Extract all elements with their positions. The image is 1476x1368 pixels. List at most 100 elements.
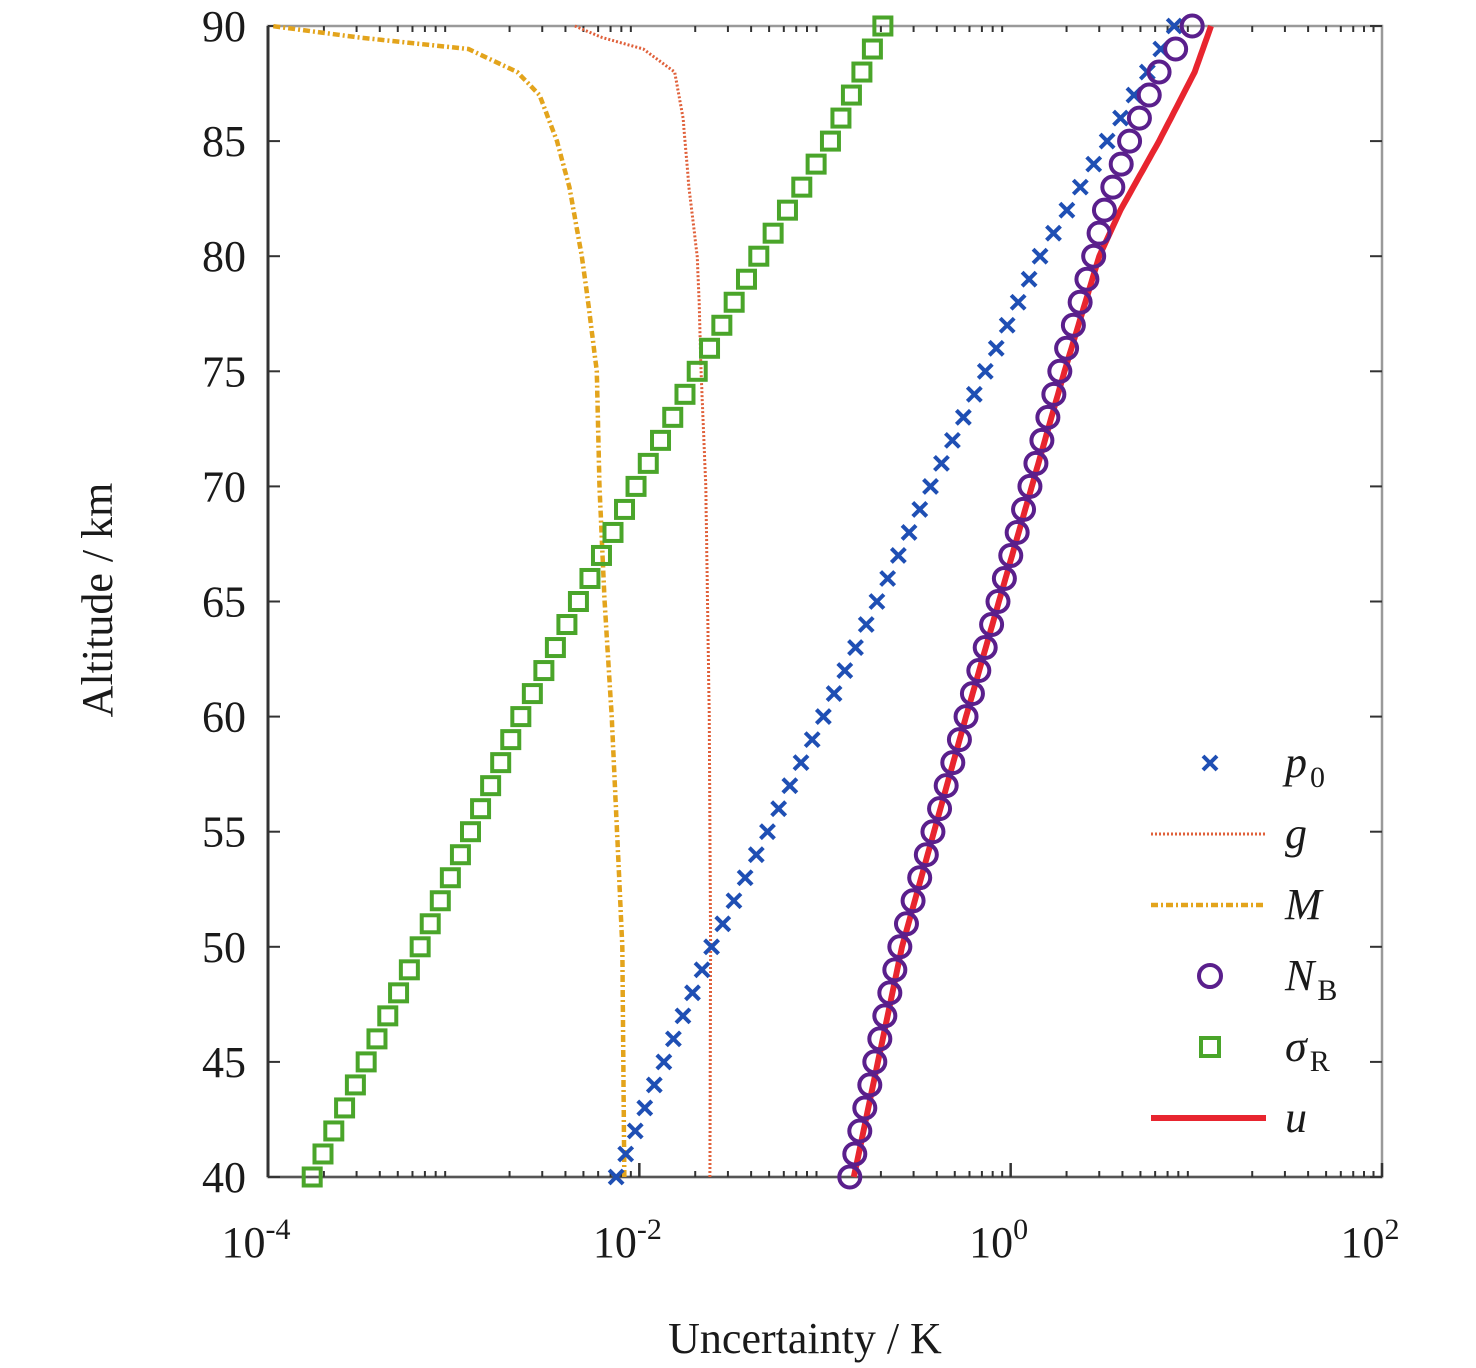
data-point-NB [852, 1095, 878, 1121]
data-point-sigmaR [556, 614, 578, 636]
data-point-p0 [770, 800, 788, 818]
data-point-sigmaR [544, 637, 566, 659]
legend-symbol-p0 [1201, 754, 1219, 772]
data-point-NB [1035, 404, 1061, 430]
legend-label-M: M [1284, 880, 1324, 929]
data-point-NB [1047, 358, 1073, 384]
data-point-p0 [922, 477, 939, 495]
data-point-p0 [943, 431, 961, 449]
data-point-p0 [1112, 109, 1129, 127]
data-point-NB [1054, 335, 1080, 361]
data-point-sigmaR [861, 38, 883, 60]
data-point-sigmaR [470, 798, 492, 820]
data-point-p0 [1058, 201, 1076, 219]
data-point-NB [979, 612, 1005, 638]
data-point-p0 [636, 1099, 654, 1117]
data-point-sigmaR [510, 706, 532, 728]
data-point-NB [1041, 381, 1067, 407]
data-point-sigmaR [480, 775, 502, 797]
data-point-NB [842, 1141, 868, 1167]
data-point-p0 [954, 408, 972, 426]
x-tick-label: 102 [1341, 1213, 1400, 1267]
data-point-sigmaR [614, 498, 636, 520]
data-point-sigmaR [301, 1166, 323, 1188]
y-tick-label: 65 [202, 578, 246, 627]
data-point-p0 [703, 938, 721, 956]
data-point-p0 [889, 547, 907, 564]
data-point-sigmaR [650, 429, 672, 451]
data-point-p0 [1165, 17, 1183, 35]
data-point-NB [867, 1026, 893, 1052]
x-tick-base: 10 [1341, 1218, 1385, 1267]
data-point-NB [927, 796, 953, 822]
data-point-p0 [792, 754, 810, 772]
data-point-NB [877, 980, 903, 1006]
data-point-NB [882, 957, 908, 983]
data-point-sigmaR [762, 222, 784, 244]
data-point-NB [1126, 105, 1152, 131]
data-point-p0 [803, 731, 821, 749]
data-point-NB [1060, 312, 1086, 338]
x-tick-exponent: -4 [266, 1213, 291, 1246]
plot-frame [266, 24, 1384, 1179]
data-point-NB [847, 1118, 873, 1144]
data-point-NB [887, 934, 913, 960]
data-point-p0 [747, 846, 765, 864]
data-point-p0 [836, 662, 854, 679]
data-point-NB [1029, 427, 1055, 453]
data-point-p0 [879, 570, 897, 587]
data-point-NB [920, 819, 946, 845]
data-point-sigmaR [312, 1143, 334, 1165]
y-tick-label: 45 [202, 1038, 246, 1087]
data-point-p0 [814, 708, 832, 726]
data-point-sigmaR [872, 15, 894, 37]
data-point-sigmaR [637, 452, 659, 474]
series-layer [271, 13, 1214, 1190]
data-point-p0 [725, 892, 743, 910]
data-point-sigmaR [735, 268, 757, 290]
data-point-p0 [655, 1053, 673, 1071]
data-point-p0 [1020, 270, 1038, 288]
data-point-sigmaR [686, 360, 708, 382]
data-point-sigmaR [521, 683, 543, 705]
data-point-sigmaR [398, 959, 420, 981]
data-point-sigmaR [429, 890, 451, 912]
series-NB [837, 13, 1205, 1190]
y-tick-label: 90 [202, 2, 246, 51]
data-point-sigmaR [579, 567, 601, 589]
data-point-sigmaR [625, 475, 647, 497]
legend-label-sub: 0 [1310, 761, 1325, 794]
data-point-sigmaR [567, 591, 589, 612]
data-point-p0 [684, 984, 701, 1002]
data-point-NB [946, 727, 972, 753]
legend-symbol-sigmaR [1199, 1036, 1221, 1058]
data-point-p0 [759, 823, 776, 841]
series-M [271, 23, 627, 1177]
data-point-NB [998, 542, 1024, 568]
data-point-p0 [825, 685, 843, 702]
data-point-sigmaR [490, 752, 512, 774]
data-point-NB [1117, 128, 1143, 154]
data-point-NB [1023, 450, 1049, 476]
data-point-NB [1081, 243, 1107, 269]
data-point-NB [893, 911, 919, 937]
data-point-p0 [857, 616, 875, 633]
y-tick-label: 55 [202, 808, 246, 857]
data-point-NB [940, 750, 966, 776]
x-axis-title: Uncertainty / K [668, 1314, 942, 1363]
legend-item-u: u [1151, 1093, 1307, 1142]
data-point-NB [1074, 266, 1100, 292]
data-point-NB [1179, 13, 1205, 39]
data-point-NB [913, 842, 939, 868]
data-point-sigmaR [334, 1097, 356, 1119]
data-point-NB [985, 589, 1011, 614]
series-line-M [271, 23, 627, 1177]
y-tick-label: 70 [202, 462, 246, 511]
data-point-p0 [1031, 247, 1049, 265]
data-point-sigmaR [419, 913, 441, 935]
y-tick-label: 75 [202, 347, 246, 396]
x-tick-label: 10-2 [593, 1213, 662, 1267]
